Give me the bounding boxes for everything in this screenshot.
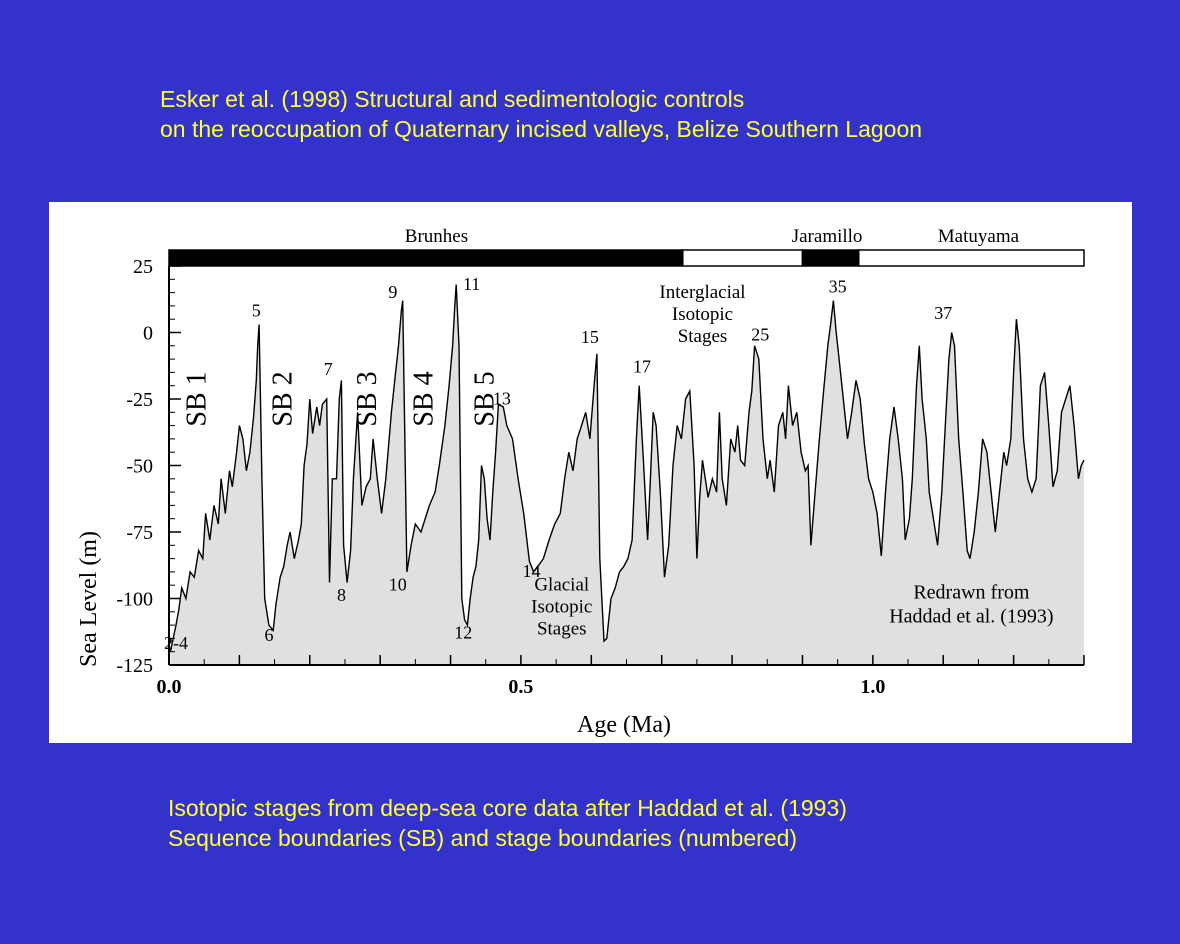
x-tick-label: 0.0 xyxy=(157,676,182,698)
stage-label: 11 xyxy=(463,274,480,294)
stage-label: 25 xyxy=(751,324,769,344)
interglacial-annotation: Isotopic xyxy=(672,304,733,325)
sequence-boundary-label: SB 4 xyxy=(408,371,439,426)
y-tick-label: -50 xyxy=(126,456,153,478)
stage-label: 2-4 xyxy=(164,633,188,653)
stage-label: 12 xyxy=(454,622,472,642)
sequence-boundary-label: SB 2 xyxy=(268,371,299,426)
polarity-segment xyxy=(168,249,684,267)
source-annotation: Haddad et al. (1993) xyxy=(889,606,1053,628)
sea-level-area xyxy=(169,284,1085,665)
stage-label: 9 xyxy=(388,282,397,302)
stage-label: 5 xyxy=(252,301,261,321)
polarity-label: Brunhes xyxy=(405,226,468,247)
stage-label: 15 xyxy=(581,327,599,347)
glacial-annotation: Isotopic xyxy=(531,597,592,618)
polarity-segment xyxy=(858,249,1085,267)
stage-label: 37 xyxy=(934,303,952,323)
title-line-1: Esker et al. (1998) Structural and sedim… xyxy=(160,86,745,112)
footer-line-2: Sequence boundaries (SB) and stage bound… xyxy=(168,825,798,851)
chart-panel: Brunhes Jaramillo Matuyama Age (Ma) Sea Le… xyxy=(49,202,1132,743)
glacial-annotation: Glacial xyxy=(534,575,589,596)
y-tick-label: -100 xyxy=(116,589,153,611)
x-axis-title: Age (Ma) xyxy=(577,712,671,738)
source-annotation: Redrawn from xyxy=(913,582,1030,604)
y-tick-label: -125 xyxy=(116,655,153,677)
stage-label: 14 xyxy=(522,561,540,581)
stage-label: 7 xyxy=(324,359,333,379)
sea-level-fill xyxy=(170,284,1084,665)
x-tick-label: 1.0 xyxy=(860,676,885,698)
interglacial-annotation: Stages xyxy=(678,326,728,347)
sequence-boundary-label: SB 3 xyxy=(352,371,383,426)
sequence-boundary-label: SB 5 xyxy=(470,371,501,426)
stage-label: 13 xyxy=(493,388,511,408)
y-tick-label: 25 xyxy=(133,256,153,278)
polarity-segment xyxy=(682,249,804,267)
x-tick-label: 0.5 xyxy=(508,676,533,698)
y-tick-label: -25 xyxy=(126,389,153,411)
footer-line-1: Isotopic stages from deep-sea core data … xyxy=(168,795,847,821)
sea-level-line xyxy=(169,284,1085,652)
polarity-segment xyxy=(801,249,860,267)
slide-footer: Isotopic stages from deep-sea core data … xyxy=(168,793,847,853)
title-line-2: on the reoccupation of Quaternary incise… xyxy=(160,116,923,142)
slide-title: Esker et al. (1998) Structural and sedim… xyxy=(160,84,922,144)
sea-level-chart: Brunhes Jaramillo Matuyama Age (Ma) Sea Le… xyxy=(76,226,1085,738)
stage-label: 35 xyxy=(829,277,847,297)
y-axis-title: Sea Level (m) xyxy=(76,531,102,667)
interglacial-annotation: Interglacial xyxy=(659,282,745,303)
polarity-bar: Brunhes Jaramillo Matuyama xyxy=(168,226,1085,267)
polarity-label: Jaramillo xyxy=(792,226,863,247)
polarity-label: Matuyama xyxy=(938,226,1020,247)
stage-label: 10 xyxy=(389,575,407,595)
stage-label: 6 xyxy=(264,625,273,645)
stage-label: 17 xyxy=(633,356,651,376)
glacial-annotation: Stages xyxy=(537,619,587,640)
chart-labels: 2-4 5 6 7 8 9 10 11 12 13 14 15 17 25 35 37 SB 1 SB 2 SB 3… xyxy=(164,274,1054,653)
stage-label: 8 xyxy=(337,585,346,605)
sequence-boundary-label: SB 1 xyxy=(182,371,213,426)
y-tick-label: 0 xyxy=(143,323,153,345)
y-tick-label: -75 xyxy=(126,522,153,544)
chart-axes: Age (Ma) Sea Level (m) 25 0 -25 -50 -75 -100 -… xyxy=(76,256,1085,738)
